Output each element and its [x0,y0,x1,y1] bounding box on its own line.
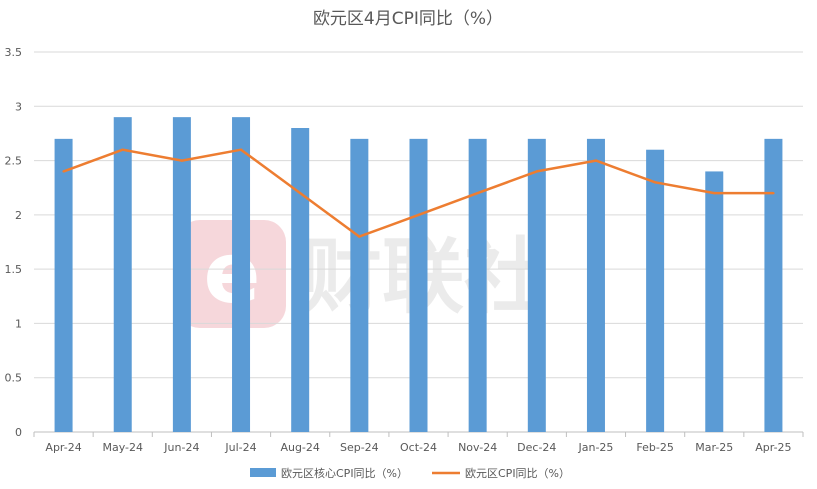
bar [764,138,783,432]
y-tick-label: 0.5 [5,372,23,385]
x-tick-label: May-24 [102,441,143,454]
bar [54,138,73,432]
x-tick-label: Aug-24 [280,441,319,454]
watermark-logo-letter: e [204,224,261,322]
bar [113,117,132,433]
x-tick-label: Jul-24 [224,441,256,454]
line-point [713,191,716,195]
x-tick-label: Mar-25 [695,441,733,454]
x-tick-label: Dec-24 [517,441,556,454]
bar [586,138,605,432]
x-tick-label: Sep-24 [340,441,379,454]
legend-label-line: 欧元区CPI同比（%） [465,467,570,480]
x-tick-label: Nov-24 [458,441,497,454]
line-point [62,170,65,173]
line-series [62,148,775,238]
line-point [298,191,302,195]
x-tick-label: Apr-25 [755,441,791,454]
line-point [772,191,775,195]
bar-series [54,117,783,433]
x-tick-label: Jan-25 [577,441,613,454]
y-tick-label: 0 [15,426,22,439]
line-point [653,181,657,184]
x-tick-label: Oct-24 [400,441,437,454]
x-tick-label: Apr-24 [45,441,81,454]
x-tick-label: Jun-24 [163,441,199,454]
legend-swatch-bar [250,468,276,477]
bar [409,138,428,432]
watermark-logo [178,220,286,328]
y-tick-label: 2 [15,209,22,222]
bar [172,117,191,433]
y-tick-label: 1 [15,317,22,330]
legend-label-bar: 欧元区核心CPI同比（%） [281,466,408,480]
line-point [239,148,243,151]
line-point [476,191,479,195]
bar [291,128,310,432]
y-tick-label: 3.5 [5,46,23,59]
y-axis: 0 0.5 1 1.5 2 2.5 3 3.5 [5,46,23,439]
line-point [180,159,184,162]
bar [646,149,665,432]
bar [527,138,546,432]
y-tick-label: 2.5 [5,155,23,168]
legend: 欧元区核心CPI同比（%） 欧元区CPI同比（%） [250,466,570,480]
bar [468,138,487,432]
y-tick-label: 3 [15,100,22,113]
y-tick-label: 1.5 [5,263,23,276]
line-point [594,159,598,162]
chart-title: 欧元区4月CPI同比（%） [313,9,503,29]
bar [232,117,251,433]
x-tick-label: Feb-25 [636,441,673,454]
line-point [358,235,361,238]
x-axis: Apr-24 May-24 Jun-24 Jul-24 Aug-24 Sep-24 Oct-… [33,432,804,454]
line-point [535,170,539,173]
line-point [121,148,124,151]
bar [350,138,369,432]
line-point [417,213,420,217]
bar [705,171,724,432]
